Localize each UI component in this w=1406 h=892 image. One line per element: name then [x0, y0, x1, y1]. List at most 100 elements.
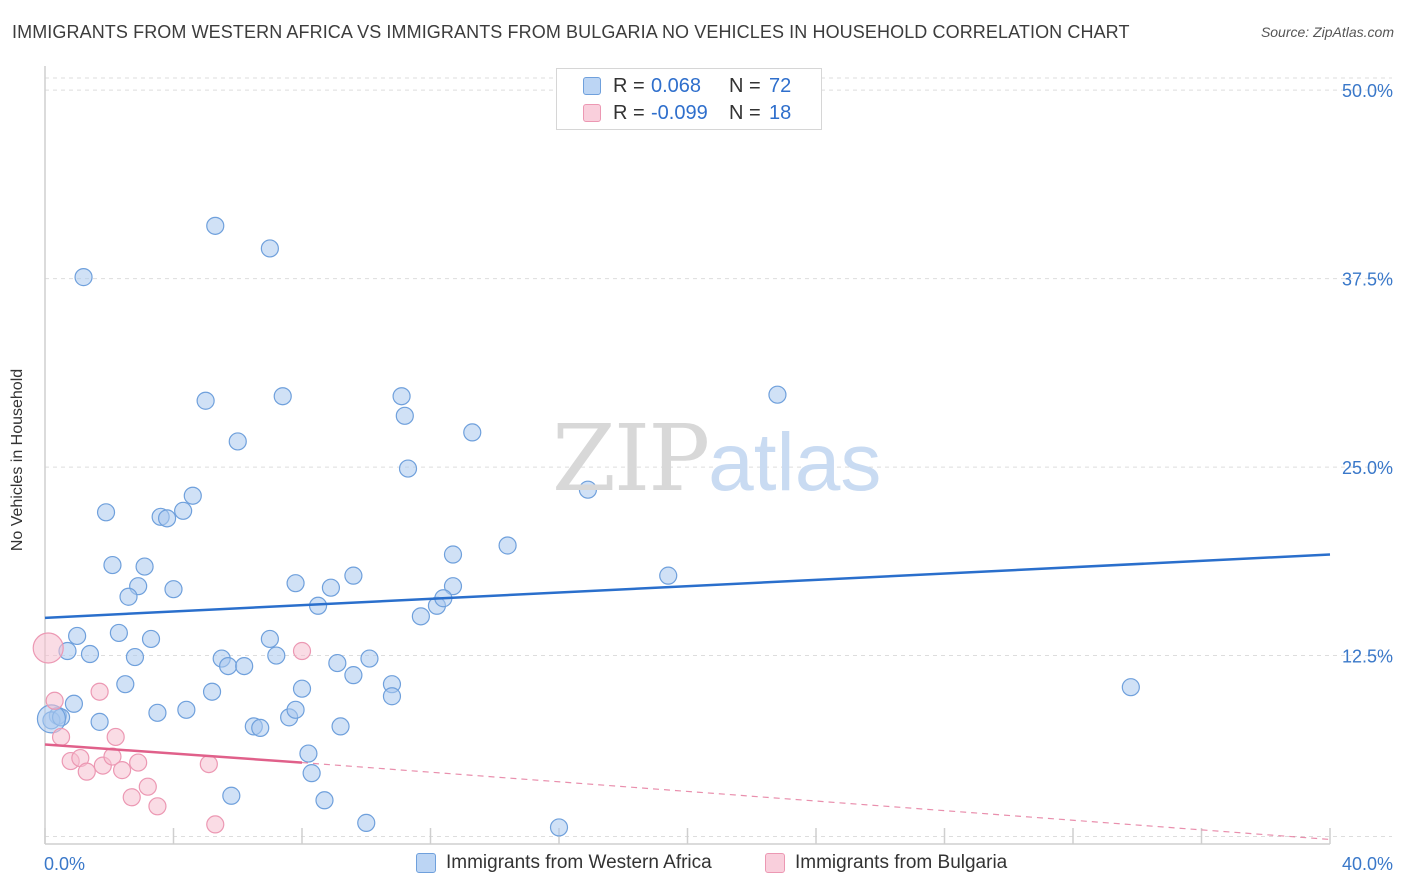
- data-point-bulgaria: [292, 641, 312, 661]
- data-point-bulgaria: [45, 691, 64, 710]
- trendline-bulgaria-extension: [301, 761, 1331, 841]
- data-point-western-africa: [302, 764, 321, 783]
- data-point-western-africa: [286, 700, 305, 719]
- legend-n-value: 18: [769, 101, 792, 124]
- data-point-western-africa: [395, 406, 414, 425]
- legend-row-bulgaria: R = -0.099 N = 18: [583, 101, 791, 125]
- data-point-western-africa: [74, 268, 93, 287]
- data-point-western-africa: [68, 626, 87, 646]
- legend-r-value: 0.068: [651, 74, 702, 97]
- data-point-western-africa: [235, 656, 254, 676]
- data-point-bulgaria: [129, 753, 148, 772]
- data-point-bulgaria: [206, 815, 225, 834]
- trendline-bulgaria: [44, 743, 303, 764]
- data-point-western-africa: [90, 712, 109, 731]
- data-point-western-africa: [174, 501, 193, 520]
- data-point-western-africa: [398, 459, 418, 478]
- data-point-western-africa: [177, 700, 196, 719]
- data-point-western-africa: [96, 503, 116, 522]
- legend-r-value: -0.099: [651, 101, 708, 124]
- y-tick-label: 37.5%: [1342, 270, 1393, 290]
- data-point-bulgaria: [32, 632, 64, 664]
- data-point-bulgaria: [199, 754, 218, 774]
- legend-r-label: R =: [613, 74, 645, 97]
- watermark-zip: ZIP: [552, 405, 710, 512]
- data-point-western-africa: [202, 682, 222, 701]
- legend-swatch-blue: [583, 77, 601, 95]
- source-credit: Source: ZipAtlas.com: [1260, 24, 1394, 40]
- data-point-western-africa: [328, 653, 347, 673]
- correlation-legend: R = 0.068 N = 72 R = -0.099 N = 18: [556, 68, 822, 130]
- data-point-western-africa: [260, 629, 279, 649]
- data-point-western-africa: [119, 587, 138, 606]
- legend-n-label: N =: [729, 74, 761, 97]
- data-point-western-africa: [228, 432, 247, 451]
- data-point-western-africa: [135, 557, 154, 576]
- data-point-western-africa: [260, 239, 279, 258]
- data-point-western-africa: [292, 679, 312, 698]
- data-point-western-africa: [206, 216, 225, 235]
- data-point-bulgaria: [138, 777, 157, 796]
- data-point-western-africa: [219, 656, 238, 676]
- legend-item-western-africa[interactable]: Immigrants from Western Africa: [416, 852, 712, 874]
- data-point-western-africa: [549, 818, 569, 837]
- legend-item-bulgaria[interactable]: Immigrants from Bulgaria: [765, 852, 1007, 874]
- data-point-western-africa: [109, 623, 128, 643]
- watermark-atlas: atlas: [708, 417, 882, 508]
- data-point-western-africa: [116, 675, 135, 694]
- legend-row-western-africa: R = 0.068 N = 72: [583, 74, 791, 98]
- data-point-western-africa: [196, 391, 215, 410]
- data-point-western-africa: [344, 666, 363, 685]
- data-point-western-africa: [443, 577, 463, 596]
- data-point-bulgaria: [112, 761, 132, 780]
- data-point-western-africa: [251, 718, 270, 738]
- y-axis-label: No Vehicles in Household: [9, 368, 26, 552]
- data-point-western-africa: [103, 555, 122, 575]
- data-point-western-africa: [411, 607, 430, 626]
- data-point-western-africa: [443, 545, 463, 564]
- data-point-western-africa: [321, 578, 341, 597]
- legend-item-label: Immigrants from Western Africa: [446, 852, 712, 873]
- data-point-bulgaria: [90, 682, 109, 701]
- data-point-western-africa: [267, 646, 286, 665]
- data-point-western-africa: [315, 791, 334, 810]
- legend-swatch-blue: [416, 853, 436, 873]
- data-point-western-africa: [125, 647, 145, 667]
- data-point-bulgaria: [106, 727, 125, 747]
- data-point-bulgaria: [77, 762, 96, 781]
- y-tick-label: 12.5%: [1342, 647, 1393, 667]
- data-point-western-africa: [299, 744, 318, 763]
- data-point-western-africa: [64, 694, 84, 713]
- data-point-western-africa: [463, 423, 482, 442]
- data-point-western-africa: [344, 566, 363, 585]
- data-point-western-africa: [157, 509, 177, 528]
- data-point-western-africa: [768, 385, 787, 404]
- legend-swatch-pink: [583, 104, 601, 122]
- trendline-western-africa: [44, 553, 1331, 620]
- chart-title: IMMIGRANTS FROM WESTERN AFRICA VS IMMIGR…: [12, 22, 1130, 42]
- data-point-western-africa: [659, 566, 678, 585]
- y-tick-label: 25.0%: [1342, 458, 1393, 478]
- data-point-western-africa: [360, 649, 379, 668]
- data-point-western-africa: [498, 536, 517, 555]
- data-point-western-africa: [183, 486, 202, 505]
- data-point-bulgaria: [122, 788, 141, 807]
- y-tick-label: 50.0%: [1342, 81, 1393, 101]
- data-point-western-africa: [286, 574, 305, 593]
- series-legend: Immigrants from Western Africa Immigrant…: [0, 852, 1406, 878]
- data-point-western-africa: [578, 480, 598, 499]
- data-point-western-africa: [273, 387, 292, 406]
- data-point-western-africa: [331, 717, 350, 736]
- legend-item-label: Immigrants from Bulgaria: [795, 852, 1008, 873]
- data-point-western-africa: [141, 629, 161, 649]
- watermark: ZIPatlas: [552, 405, 881, 512]
- legend-swatch-pink: [765, 853, 785, 873]
- data-point-western-africa: [357, 813, 376, 832]
- legend-n-value: 72: [769, 74, 792, 97]
- data-point-western-africa: [164, 580, 183, 599]
- data-point-western-africa: [382, 687, 402, 706]
- data-point-western-africa: [222, 786, 241, 805]
- x-tick-label: 40.0%: [1342, 854, 1393, 874]
- data-point-bulgaria: [148, 797, 167, 816]
